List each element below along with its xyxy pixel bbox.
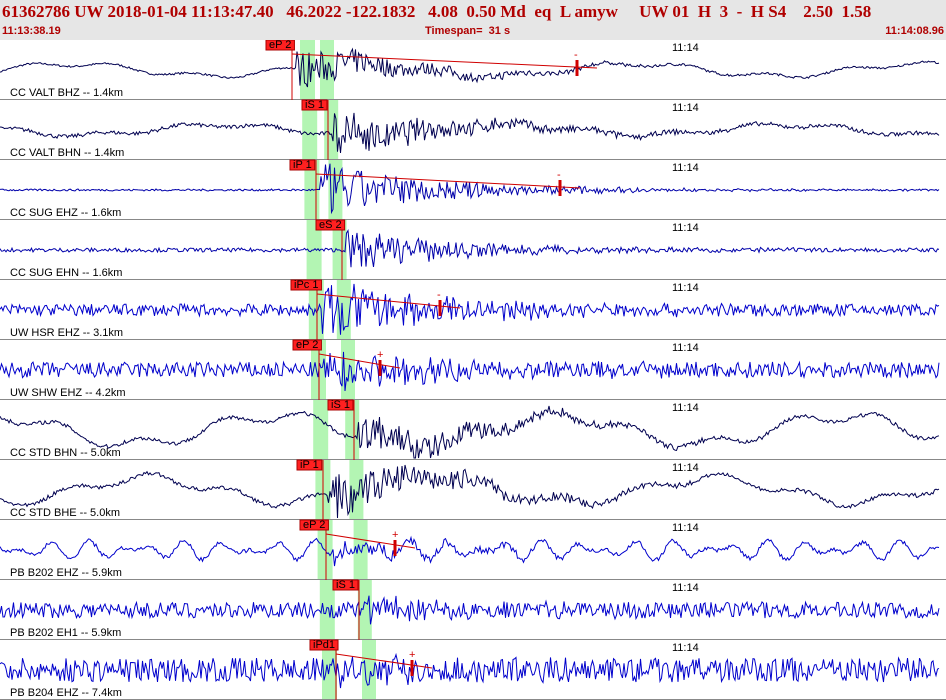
waveform (0, 47, 940, 88)
pick-box (289, 159, 316, 171)
trace-label: PB B202 EHZ -- 5.9km (10, 567, 122, 579)
coda-line (316, 293, 461, 309)
phase-band (300, 40, 315, 100)
trace-label: CC VALT BHN -- 1.4km (10, 147, 124, 159)
pick-label: eP 2 (296, 339, 318, 351)
waveform (0, 464, 940, 519)
pick-box (301, 99, 328, 111)
phase-band (362, 640, 376, 700)
phase-band (353, 520, 368, 580)
pick-box (299, 519, 329, 531)
trace-label: PB B202 EH1 -- 5.9km (10, 627, 121, 639)
pick-label: iS 1 (305, 99, 324, 111)
coda-label: + (377, 349, 383, 361)
coda-line (315, 173, 581, 189)
coda-mark (410, 660, 414, 676)
coda-label: + (392, 529, 398, 541)
trace-label: CC SUG EHN -- 1.6km (10, 267, 122, 279)
trace-label: PB B204 EHZ -- 7.4km (10, 687, 122, 699)
trace-label: CC SUG EHZ -- 1.6km (10, 207, 121, 219)
coda-mark (558, 180, 562, 196)
phase-band (319, 580, 335, 640)
phase-band (357, 580, 372, 640)
coda-line (318, 353, 401, 369)
pick-label: iPc 1 (294, 279, 318, 291)
event-title: 61362786 UW 2018-01-04 11:13:47.40 46.20… (2, 2, 872, 21)
time-mark: 11:14 (672, 342, 699, 354)
time-mark: 11:14 (672, 42, 699, 54)
trace-label: CC STD BHN -- 5.0km (10, 447, 121, 459)
trace-label: UW HSR EHZ -- 3.1km (10, 327, 123, 339)
time-mark: 11:14 (672, 102, 699, 114)
time-mark: 11:14 (672, 402, 699, 414)
coda-label: + (409, 649, 415, 661)
time-mark: 11:14 (672, 222, 699, 234)
coda-mark (378, 360, 382, 376)
coda-line (291, 53, 598, 69)
coda-label: - (437, 289, 441, 301)
pick-label: iP 1 (293, 159, 312, 171)
coda-line (335, 653, 433, 669)
trace-label: CC VALT BHZ -- 1.4km (10, 87, 123, 99)
pick-box (292, 339, 322, 351)
time-mark: 11:14 (672, 522, 699, 534)
pick-box (296, 459, 323, 471)
pick-box (332, 579, 359, 591)
waveform (0, 351, 940, 392)
phase-band (320, 40, 334, 100)
pick-box (309, 639, 339, 651)
waveform (0, 652, 940, 689)
pick-box (290, 279, 322, 291)
phase-band (345, 400, 360, 460)
time-mark: 11:14 (672, 162, 699, 174)
pick-box (265, 40, 295, 51)
time-mark: 11:14 (672, 642, 699, 654)
pick-label: eP 2 (303, 519, 325, 531)
pick-box (315, 219, 346, 231)
time-mark: 11:14 (672, 462, 699, 474)
pick-label: iS 1 (336, 579, 355, 591)
time-mark: 11:14 (672, 282, 699, 294)
phase-band (302, 100, 318, 160)
header: 61362786 UW 2018-01-04 11:13:47.40 46.20… (0, 0, 946, 40)
pick-label: iPd1 (313, 639, 335, 651)
trace-label: CC STD BHE -- 5.0km (10, 507, 120, 519)
coda-line (325, 533, 416, 549)
trace-label: UW SHW EHZ -- 4.2km (10, 387, 126, 399)
pick-label: iP 1 (300, 459, 319, 471)
coda-label: - (557, 169, 561, 181)
coda-mark (393, 540, 397, 556)
phase-band (313, 400, 329, 460)
waveform (0, 535, 940, 567)
end-time: 11:14:08.96 (885, 25, 944, 37)
waveform (0, 595, 940, 625)
phase-band (308, 280, 324, 340)
time-mark: 11:14 (672, 582, 699, 594)
seismogram-panels: CC VALT BHZ -- 1.4km 11:14 eP 2 - CC VALT BH… (0, 40, 946, 700)
coda-mark (438, 300, 442, 316)
waveform (0, 112, 940, 154)
pick-label: eP 2 (269, 40, 291, 51)
waveform (0, 229, 940, 268)
pick-box (327, 399, 354, 411)
pick-label: eS 2 (319, 219, 342, 231)
waveform (0, 163, 940, 215)
coda-mark (575, 60, 579, 76)
waveform (0, 405, 940, 459)
waveform (0, 283, 940, 335)
timespan: Timespan= 31 s (425, 25, 511, 37)
coda-label: - (574, 49, 578, 61)
pick-label: iS 1 (331, 399, 350, 411)
start-time: 11:13:38.19 (2, 25, 61, 37)
